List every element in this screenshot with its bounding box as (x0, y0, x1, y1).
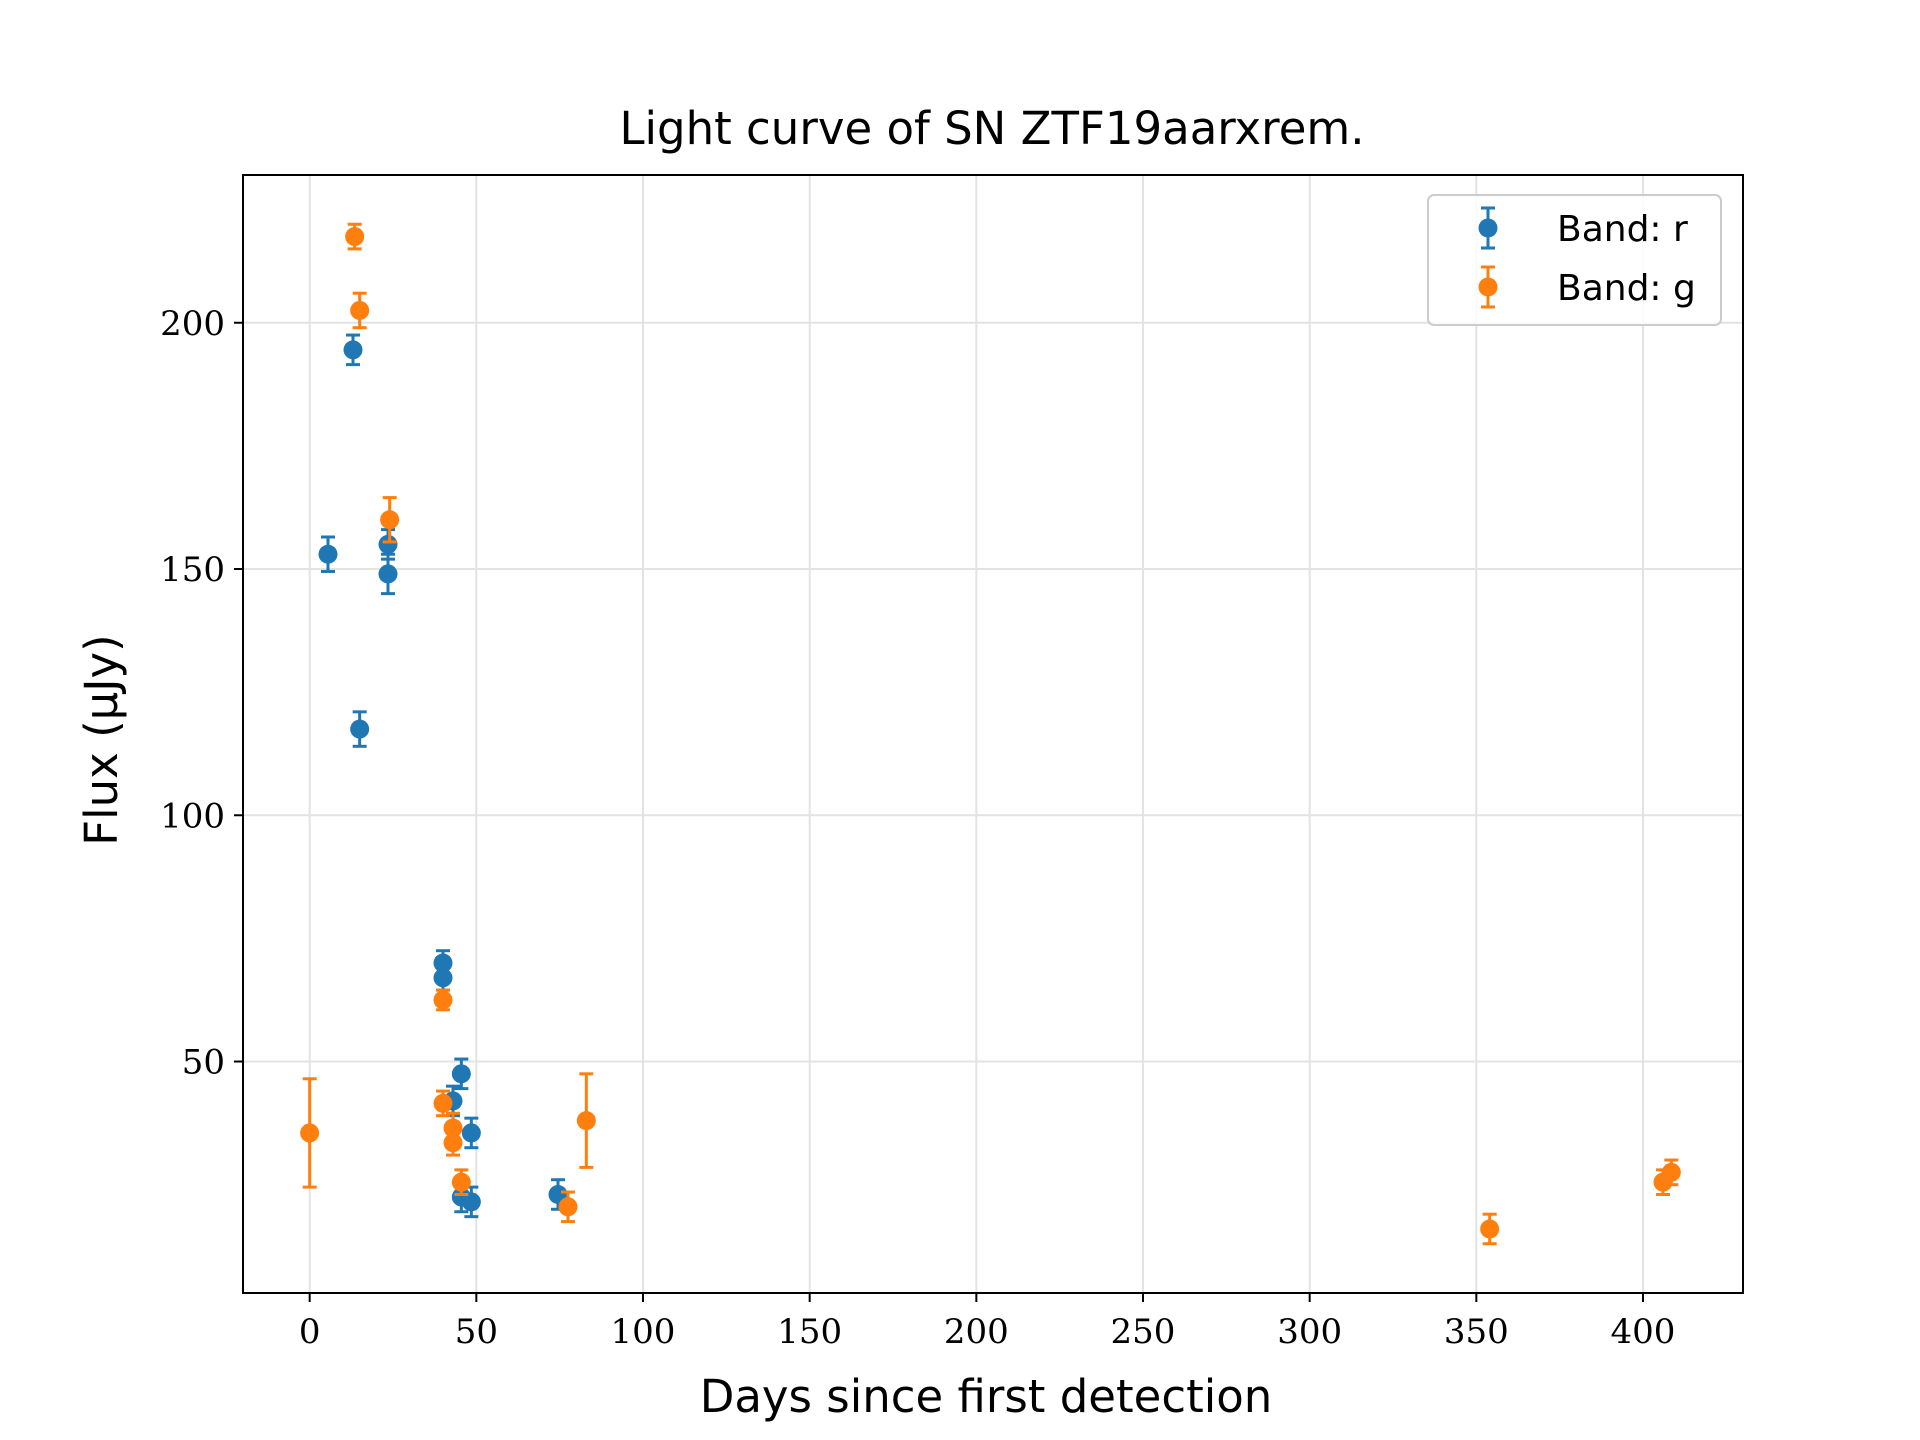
x-tick-label: 50 (455, 1312, 498, 1352)
legend-label: Band: r (1557, 209, 1688, 250)
legend-marker (1478, 277, 1498, 297)
data-point (433, 968, 453, 988)
data-point (433, 1093, 453, 1113)
legend-box (1427, 194, 1722, 326)
data-point (1480, 1219, 1500, 1239)
y-tick-label: 100 (160, 796, 225, 836)
data-point (443, 1133, 463, 1153)
x-tick-label: 250 (1111, 1312, 1176, 1352)
data-points (300, 222, 1681, 1246)
y-tick-label: 50 (182, 1043, 225, 1083)
y-tick-label: 150 (160, 550, 225, 590)
grid (243, 175, 1743, 1293)
chart-title: Light curve of SN ZTF19aarxrem. (619, 102, 1364, 155)
series-g-band (300, 222, 1681, 1246)
plot-frame (242, 174, 1744, 1294)
y-axis-label: Flux (μJy) (75, 634, 128, 846)
data-point (433, 990, 453, 1010)
data-point (300, 1123, 320, 1143)
data-point (380, 510, 400, 530)
x-tick-label: 200 (944, 1312, 1009, 1352)
data-point (443, 1118, 463, 1138)
data-point (378, 534, 398, 554)
data-point (576, 1111, 596, 1131)
legend-entries: Band: r Band: g (1478, 206, 1696, 309)
x-axis-label: Days since first detection (700, 1370, 1273, 1423)
data-point (461, 1192, 481, 1212)
legend-label: Band: g (1557, 268, 1696, 309)
x-tick-label: 0 (299, 1312, 321, 1352)
x-tick-label: 300 (1277, 1312, 1342, 1352)
data-point (345, 227, 365, 247)
x-tick-label: 100 (611, 1312, 676, 1352)
axis-ticks: 0 50 100 150 200 250 300 350 400 50 100 150 200 (160, 304, 1675, 1352)
data-point (433, 953, 453, 973)
data-point (343, 340, 363, 360)
legend: Band: r Band: g (1427, 194, 1722, 326)
data-point (350, 300, 370, 320)
x-tick-label: 350 (1444, 1312, 1509, 1352)
data-point (318, 544, 338, 564)
legend-marker (1478, 218, 1498, 238)
data-point (461, 1123, 481, 1143)
data-point (451, 1172, 471, 1192)
data-point (350, 719, 370, 739)
y-tick-label: 200 (160, 304, 225, 344)
data-point (378, 564, 398, 584)
data-point (451, 1064, 471, 1084)
x-tick-label: 400 (1611, 1312, 1676, 1352)
data-point (1661, 1162, 1681, 1182)
x-tick-label: 150 (777, 1312, 842, 1352)
data-point (558, 1197, 578, 1217)
